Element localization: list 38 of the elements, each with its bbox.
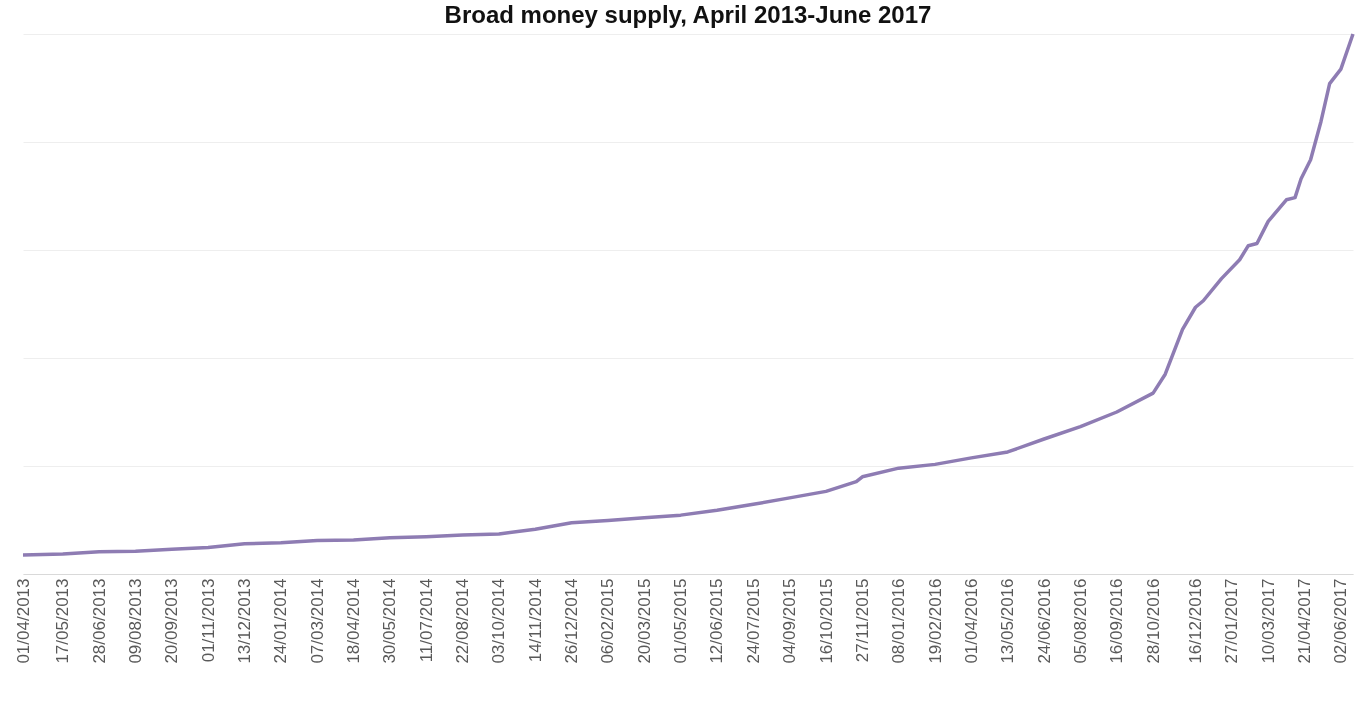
x-tick-label: 27/01/2017 — [1222, 578, 1242, 664]
x-tick-label: 01/05/2015 — [671, 578, 691, 664]
x-tick-label: 03/10/2014 — [489, 578, 509, 664]
x-tick-label: 30/05/2014 — [380, 578, 400, 664]
x-tick-label: 05/08/2016 — [1070, 578, 1090, 664]
x-tick-label: 01/11/2013 — [198, 578, 218, 663]
x-tick-label: 02/06/2017 — [1331, 578, 1351, 664]
x-tick-label: 24/06/2016 — [1034, 578, 1054, 664]
x-tick-label: 04/09/2015 — [780, 578, 800, 664]
x-tick-label: 19/02/2016 — [925, 578, 945, 664]
x-tick-label: 08/01/2016 — [889, 578, 909, 664]
x-tick-label: 14/11/2014 — [525, 578, 545, 663]
x-tick-label: 13/12/2013 — [235, 578, 255, 664]
x-tick-label: 27/11/2015 — [852, 578, 872, 663]
x-tick-label: 01/04/2013 — [13, 578, 33, 664]
x-tick-label: 18/04/2014 — [344, 578, 364, 664]
x-tick-label: 07/03/2014 — [307, 578, 327, 664]
x-tick-label: 26/12/2014 — [562, 578, 582, 664]
x-tick-label: 16/09/2016 — [1107, 578, 1127, 664]
x-tick-label: 24/07/2015 — [743, 578, 763, 664]
x-tick-label: 21/04/2017 — [1295, 578, 1315, 664]
chart-title: Broad money supply, April 2013-June 2017 — [444, 1, 932, 29]
x-tick-label: 16/12/2016 — [1186, 578, 1206, 664]
x-tick-label: 20/09/2013 — [162, 578, 182, 664]
x-tick-label: 12/06/2015 — [707, 578, 727, 664]
x-tick-label: 06/02/2015 — [598, 578, 618, 664]
x-tick-label: 28/10/2016 — [1143, 578, 1163, 664]
x-tick-label: 24/01/2014 — [271, 578, 291, 664]
x-tick-label: 09/08/2013 — [125, 578, 145, 664]
x-tick-label: 01/04/2016 — [961, 578, 981, 664]
x-tick-label: 22/08/2014 — [453, 578, 473, 664]
x-tick-label: 16/10/2015 — [816, 578, 836, 664]
x-tick-label: 11/07/2014 — [416, 578, 436, 663]
x-tick-label: 20/03/2015 — [634, 578, 654, 664]
x-tick-label: 10/03/2017 — [1258, 578, 1278, 664]
x-tick-label: 28/06/2013 — [89, 578, 109, 664]
x-tick-label: 17/05/2013 — [53, 578, 73, 664]
x-tick-label: 13/05/2016 — [998, 578, 1018, 664]
